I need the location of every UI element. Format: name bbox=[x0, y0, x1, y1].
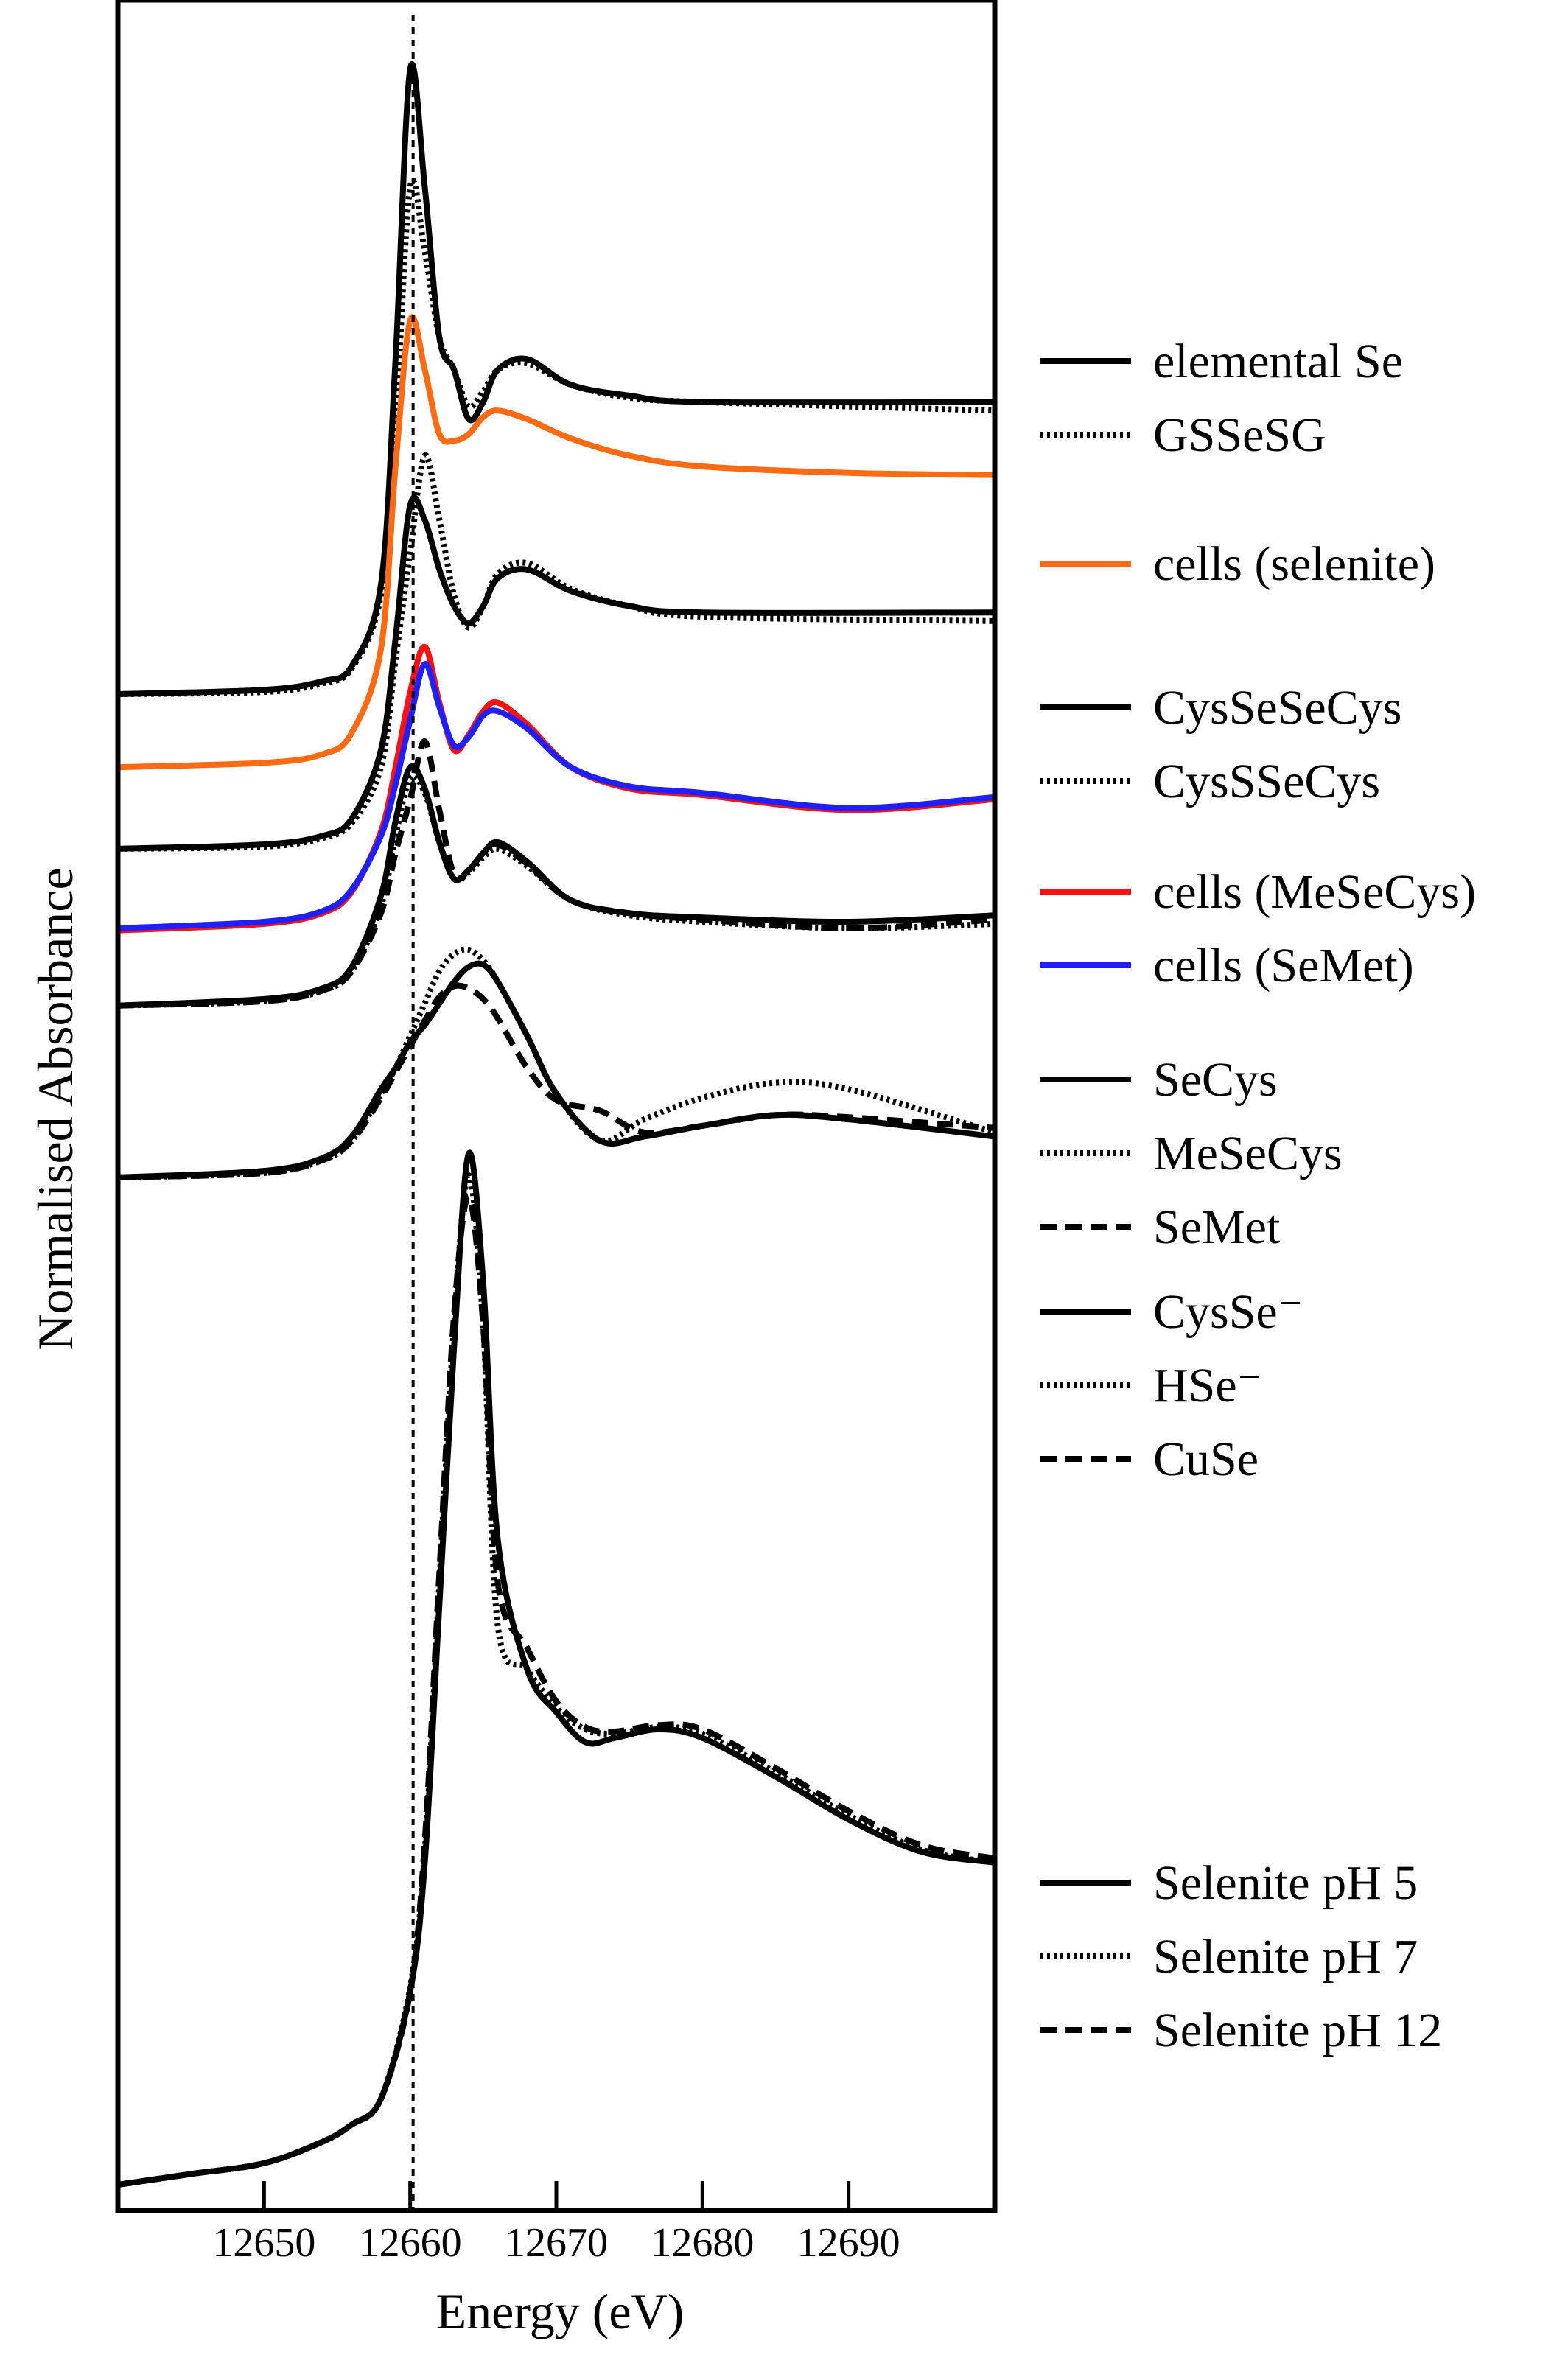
series-line-elemental-se bbox=[117, 60, 995, 697]
legend-label: Selenite pH 7 bbox=[1153, 1930, 1418, 1984]
series-layer bbox=[117, 60, 996, 2188]
legend-label: Selenite pH 12 bbox=[1153, 2003, 1442, 2057]
x-tick-label: 12680 bbox=[651, 2220, 754, 2266]
series-line-selenite-ph-12 bbox=[117, 1194, 995, 2188]
legend-label: cells (selenite) bbox=[1153, 537, 1435, 591]
legend-label: GSSeSG bbox=[1153, 408, 1326, 462]
legend-label: Selenite pH 5 bbox=[1153, 1856, 1418, 1910]
series-line-gssesg bbox=[117, 177, 995, 697]
series-line-cyssesecys bbox=[117, 494, 995, 852]
x-axis-ticks: 12650 12660 12670 12680 12690 bbox=[212, 2181, 900, 2266]
legend-label: HSe⁻ bbox=[1153, 1359, 1263, 1413]
series-line-selenite-ph-5 bbox=[117, 1149, 995, 2188]
legend-label: elemental Se bbox=[1153, 335, 1403, 388]
series-line-cells-semet bbox=[117, 661, 995, 931]
x-tick-label: 12670 bbox=[505, 2220, 608, 2266]
legend-label: cells (SeMet) bbox=[1153, 939, 1414, 993]
series-line-selenite-ph-7 bbox=[117, 1172, 995, 2188]
series-line-cells-selenite bbox=[117, 314, 995, 771]
legend-label: SeCys bbox=[1153, 1053, 1278, 1107]
series-line-cuse bbox=[117, 982, 995, 1180]
legend: elemental Se GSSeSG cells (selenite) CysSeS… bbox=[1040, 335, 1476, 2057]
legend-label: CysSeSeCys bbox=[1153, 681, 1401, 735]
series-line-secys bbox=[117, 763, 995, 1009]
x-axis-label: Energy (eV) bbox=[436, 2283, 685, 2339]
legend-label: CuSe bbox=[1153, 1432, 1259, 1486]
legend-label: cells (MeSeCys) bbox=[1153, 865, 1476, 919]
legend-label: CysSSeCys bbox=[1153, 755, 1380, 808]
x-tick-label: 12690 bbox=[797, 2220, 900, 2266]
legend-label: MeSeCys bbox=[1153, 1127, 1343, 1180]
series-line-cysssecys bbox=[117, 452, 995, 852]
x-tick-label: 12650 bbox=[212, 2220, 315, 2266]
x-tick-label: 12660 bbox=[359, 2220, 462, 2266]
series-line-hse bbox=[117, 946, 996, 1180]
plot-frame bbox=[115, 0, 998, 2213]
series-line-cysse bbox=[117, 960, 995, 1180]
legend-label: CysSe⁻ bbox=[1153, 1285, 1303, 1339]
y-axis-label: Normalised Absorbance bbox=[27, 867, 83, 1350]
legend-label: SeMet bbox=[1153, 1200, 1280, 1254]
series-line-semet bbox=[117, 738, 995, 1009]
